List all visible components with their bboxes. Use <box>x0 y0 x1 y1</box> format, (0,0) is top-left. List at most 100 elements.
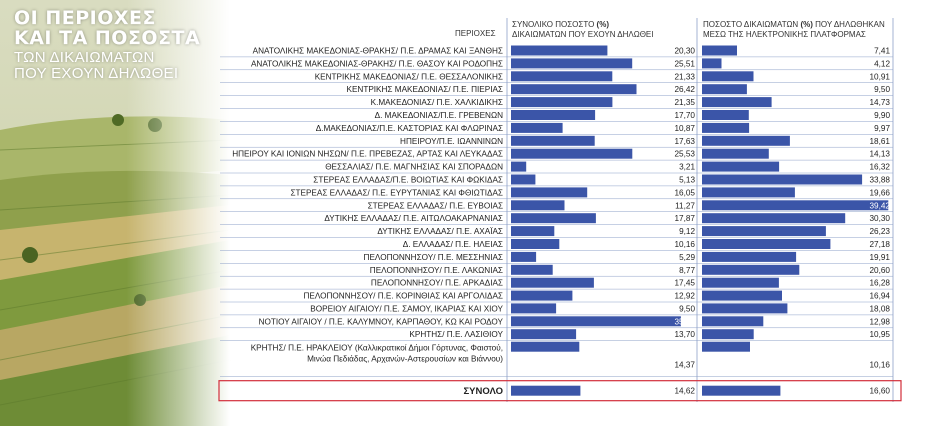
col1-header-text: ΣΥΝΟΛΙΚΟ ΠΟΣΟΣΤΟ <box>512 20 597 29</box>
value-label-electronic-platform: 7,41 <box>874 47 890 56</box>
region-label: ΣΤΕΡΕΑΣ ΕΛΛΑΔΑΣ/ Π.Ε. ΕΥΒΟΙΑΣ <box>368 201 503 210</box>
bar-electronic-platform <box>702 110 749 120</box>
col1-header-unit: (%) <box>596 20 609 29</box>
col2-header-text-2: ΠΟΥ ΔΗΛΩΘΗΚΑΝ <box>812 20 885 29</box>
headline-line-2: ΚΑΙ ΤΑ ΠΟΣΟΣΤΑ <box>14 27 201 49</box>
value-label-total-declared: 20,30 <box>675 47 696 56</box>
value-label-total-declared: 10,87 <box>675 124 696 133</box>
region-label: ΚΕΝΤΡΙΚΗΣ ΜΑΚΕΔΟΝΙΑΣ/ Π.Ε. ΘΕΣΣΑΛΟΝΙΚΗΣ <box>315 72 503 81</box>
value-label-electronic-platform: 4,12 <box>874 59 890 68</box>
bar-total-declared <box>511 84 637 95</box>
bar-total-declared <box>511 161 527 172</box>
value-label-total-declared: 5,29 <box>679 253 695 262</box>
region-label-line-2: Μινώα Πεδιάδας, Αρχανών-Αστερουσίων και … <box>307 355 503 364</box>
bar-electronic-platform <box>702 251 797 262</box>
value-label-total-declared: 11,27 <box>675 201 695 210</box>
total-row-frame <box>218 380 902 402</box>
value-label-total-declared: 25,51 <box>675 59 696 68</box>
bar-electronic-platform <box>702 329 754 340</box>
bar-electronic-platform <box>702 290 782 301</box>
col2-header-unit: (%) <box>800 20 813 29</box>
value-label-electronic-platform: 9,50 <box>874 85 890 94</box>
region-label: ΔΥΤΙΚΗΣ ΕΛΛΑΔΑΣ/ Π.Ε. ΑΧΑΪΑΣ <box>377 226 503 236</box>
bar-electronic-platform <box>702 122 750 133</box>
total-value-electronic-platform: 16,60 <box>870 387 891 396</box>
value-label-total-declared: 17,70 <box>675 111 696 120</box>
bar-total-declared <box>511 110 596 120</box>
col2-header-text: ΠΟΣΟΣΤΟ ΔΙΚΑΙΩΜΑΤΩΝ <box>703 20 801 29</box>
bar-total-declared <box>511 303 557 314</box>
value-label-electronic-platform: 27,18 <box>870 240 891 249</box>
value-label-electronic-platform: 9,90 <box>874 111 890 120</box>
bar-electronic-platform <box>702 97 772 108</box>
value-label-electronic-platform: 18,08 <box>870 304 891 313</box>
value-label-total-declared: 10,16 <box>675 240 696 249</box>
region-label: ΑΝΑΤΟΛΙΚΗΣ ΜΑΚΕΔΟΝΙΑΣ-ΘΡΑΚΗΣ/ Π.Ε. ΔΡΑΜΑ… <box>253 47 503 56</box>
region-label: ΚΡΗΤΗΣ/ Π.Ε. ΛΑΣΙΘΙΟΥ <box>409 330 503 339</box>
total-label: ΣΥΝΟΛΟ <box>463 386 503 397</box>
region-label: Δ. ΕΛΛΑΔΑΣ/ Π.Ε. ΗΛΕΙΑΣ <box>403 240 503 249</box>
bar-electronic-platform <box>702 341 750 352</box>
bar-total-declared <box>511 58 633 69</box>
bar-electronic-platform <box>702 264 800 275</box>
value-label-total-declared: 17,87 <box>675 214 696 223</box>
value-label-electronic-platform: 16,28 <box>870 279 891 288</box>
region-label: ΗΠΕΙΡΟΥ/Π.Ε. ΙΩΑΝΝΙΝΩΝ <box>400 137 503 146</box>
total-bar-electronic-platform <box>702 385 781 396</box>
value-label-electronic-platform: 39,42 <box>870 201 891 210</box>
bar-electronic-platform <box>702 239 831 249</box>
value-label-electronic-platform: 10,16 <box>870 361 891 370</box>
bar-electronic-platform <box>702 84 747 95</box>
region-label: ΠΕΛΟΠΟΝΝΗΣΟΥ/ Π.Ε. ΜΕΣΣΗΝΙΑΣ <box>364 253 503 262</box>
headline-line-1: ΟΙ ΠΕΡΙΟΧΕΣ <box>14 7 156 29</box>
region-label: ΘΕΣΣΑΛΙΑΣ/ Π.Ε. ΜΑΓΝΗΣΙΑΣ ΚΑΙ ΣΠΟΡΑΔΩΝ <box>325 163 503 172</box>
bar-total-declared <box>511 71 613 82</box>
value-label-electronic-platform: 12,98 <box>870 317 891 326</box>
bar-electronic-platform <box>702 58 722 69</box>
bar-electronic-platform <box>702 174 863 185</box>
region-label: ΠΕΛΟΠΟΝΝΗΣΟΥ/ Π.Ε. ΑΡΚΑΔΙΑΣ <box>371 279 503 288</box>
total-value-total-declared: 14,62 <box>675 387 696 396</box>
value-label-total-declared: 21,35 <box>675 98 696 107</box>
region-label: ΣΤΕΡΕΑΣ ΕΛΛΑΔΑΣ/ Π.Ε. ΕΥΡΥΤΑΝΙΑΣ ΚΑΙ ΦΘΙ… <box>290 188 503 197</box>
region-label: ΣΤΕΡΕΑΣ ΕΛΛΑΔΑΣ/Π.Ε. ΒΟΙΩΤΙΑΣ ΚΑΙ ΦΩΚΙΔΑ… <box>313 176 503 185</box>
bar-electronic-platform <box>702 316 764 327</box>
bar-electronic-platform <box>702 161 780 172</box>
bar-electronic-platform <box>702 148 769 159</box>
value-label-electronic-platform: 20,60 <box>870 266 891 275</box>
value-label-electronic-platform: 19,66 <box>870 188 891 197</box>
region-label: ΗΠΕΙΡΟΥ ΚΑΙ ΙΟΝΙΩΝ ΝΗΣΩΝ/ Π.Ε. ΠΡΕΒΕΖΑΣ,… <box>232 150 503 159</box>
bar-total-declared <box>511 174 536 185</box>
value-label-electronic-platform: 9,97 <box>874 124 890 133</box>
bar-electronic-platform <box>702 303 788 314</box>
region-label: ΑΝΑΤΟΛΙΚΗΣ ΜΑΚΕΔΟΝΙΑΣ-ΘΡΑΚΗΣ/ Π.Ε. ΘΑΣΟΥ… <box>251 59 503 68</box>
region-label: ΝΟΤΙΟΥ ΑΙΓΑΙΟΥ / Π.Ε. ΚΑΛΥΜΝΟΥ, ΚΑΡΠΑΘΟΥ… <box>259 317 504 326</box>
bar-electronic-platform <box>702 45 737 56</box>
region-label: ΠΕΛΟΠΟΝΝΗΣΟΥ/ Π.Ε. ΚΟΡΙΝΘΙΑΣ ΚΑΙ ΑΡΓΟΛΙΔ… <box>303 292 503 301</box>
bar-total-declared <box>511 97 613 108</box>
bar-electronic-platform <box>702 213 846 224</box>
value-label-total-declared: 17,63 <box>675 137 696 146</box>
bar-electronic-platform <box>702 200 889 211</box>
bar-total-declared <box>511 187 588 198</box>
col1-header-line-1: ΣΥΝΟΛΙΚΟ ΠΟΣΟΣΤΟ (%) <box>512 20 653 30</box>
value-label-electronic-platform: 14,13 <box>870 150 891 159</box>
value-label-electronic-platform: 33,88 <box>870 176 891 185</box>
region-label: ΚΡΗΤΗΣ/ Π.Ε. ΗΡΑΚΛΕΙΟΥ (Καλλικρατικοί Δή… <box>251 344 503 353</box>
bar-electronic-platform <box>702 71 754 82</box>
value-label-electronic-platform: 16,32 <box>870 163 891 172</box>
value-label-total-declared: 21,33 <box>675 72 696 81</box>
value-label-electronic-platform: 10,91 <box>870 72 891 81</box>
value-label-total-declared: 25,53 <box>675 150 696 159</box>
bar-total-declared <box>511 213 596 224</box>
region-column-header: ΠΕΡΙΟΧΕΣ <box>455 29 496 38</box>
value-label-electronic-platform: 16,94 <box>870 292 891 301</box>
headline: ΟΙ ΠΕΡΙΟΧΕΣ ΚΑΙ ΤΑ ΠΟΣΟΣΤΑ ΤΩΝ ΔΙΚΑΙΩΜΑΤ… <box>14 8 200 82</box>
bar-total-declared <box>511 277 594 288</box>
total-bar-total-declared <box>511 385 581 396</box>
region-label: ΚΕΝΤΡΙΚΗΣ ΜΑΚΕΔΟΝΙΑΣ/ Π.Ε. ΠΙΕΡΙΑΣ <box>346 85 503 94</box>
value-label-total-declared: 9,12 <box>679 227 695 236</box>
bar-electronic-platform <box>702 226 826 237</box>
